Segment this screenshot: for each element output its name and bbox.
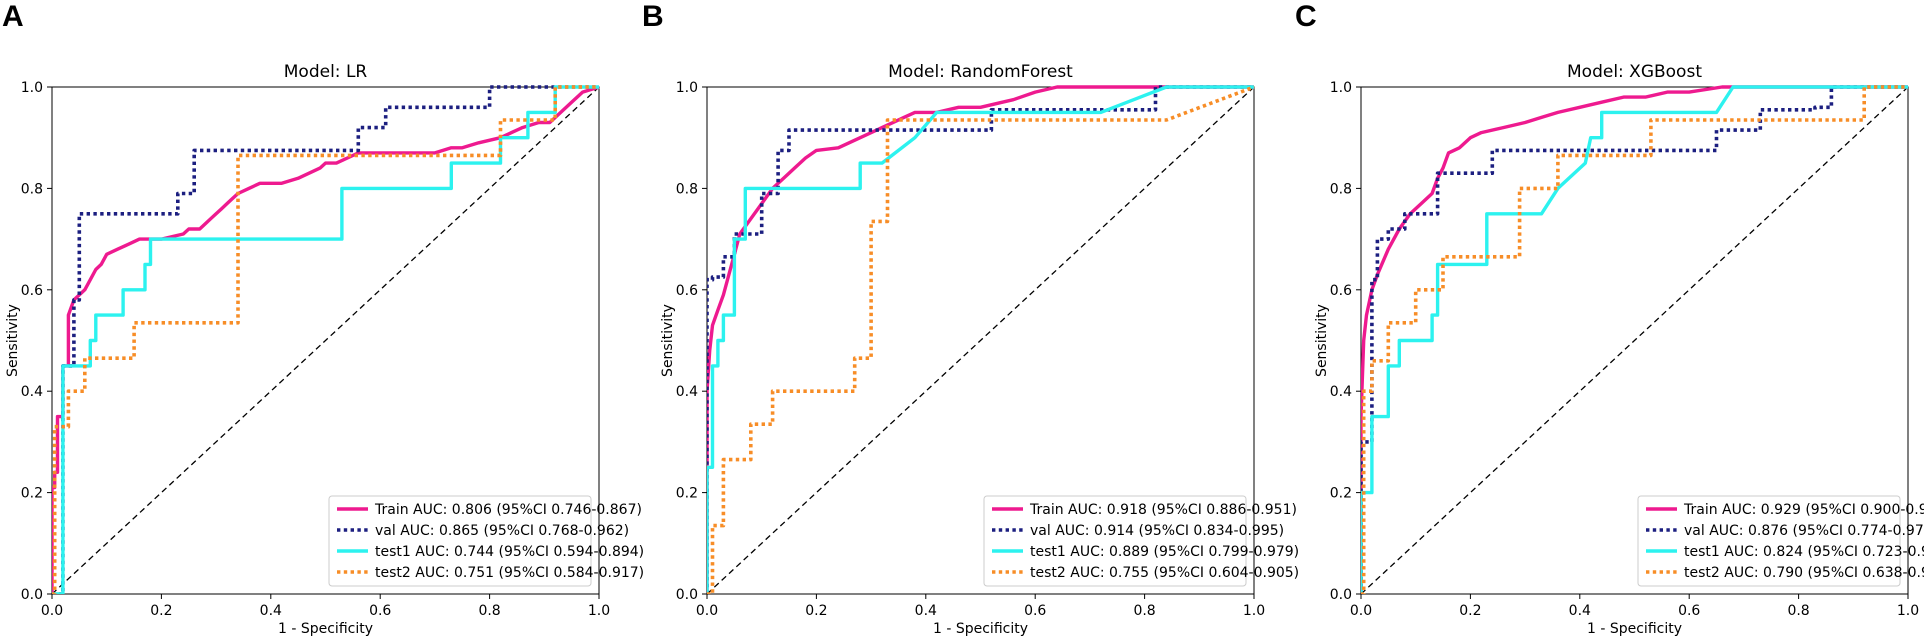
test1-legend-label: test1 AUC: 0.824 (95%CI 0.723-0.924) <box>1684 544 1924 560</box>
x-tick-label: 1.0 <box>1897 603 1919 619</box>
val-legend-label: val AUC: 0.914 (95%CI 0.834-0.995) <box>1030 523 1284 539</box>
y-tick-label: 0.0 <box>21 587 43 603</box>
y-axis-label: Sensitivity <box>660 304 676 377</box>
train-roc-curve <box>52 85 600 594</box>
test2-legend-label: test2 AUC: 0.751 (95%CI 0.584-0.917) <box>375 565 644 581</box>
y-tick-label: 1.0 <box>676 80 698 96</box>
val-legend-label: val AUC: 0.865 (95%CI 0.768-0.962) <box>375 523 629 539</box>
x-tick-label: 0.2 <box>150 603 172 619</box>
y-tick-label: 0.0 <box>676 587 698 603</box>
y-tick-label: 0.6 <box>1330 283 1352 299</box>
test2-legend-label: test2 AUC: 0.755 (95%CI 0.604-0.905) <box>1030 565 1299 581</box>
legend: Train AUC: 0.929 (95%CI 0.900-0.958) val … <box>1637 495 1924 587</box>
x-tick-label: 0.8 <box>1133 603 1155 619</box>
test1-roc-curve <box>707 85 1254 594</box>
val-roc-curve <box>1361 85 1908 594</box>
test1-roc-curve <box>1361 85 1908 594</box>
x-tick-label: 0.2 <box>805 603 827 619</box>
chart-title: Model: RandomForest <box>888 62 1073 82</box>
y-tick-label: 0.8 <box>1330 181 1352 197</box>
y-tick-label: 0.2 <box>676 486 698 502</box>
x-tick-label: 0.6 <box>369 603 391 619</box>
test2-legend-label: test2 AUC: 0.790 (95%CI 0.638-0.942) <box>1684 565 1924 581</box>
y-tick-label: 1.0 <box>1330 80 1352 96</box>
x-tick-label: 0.6 <box>1024 603 1046 619</box>
x-tick-label: 0.8 <box>478 603 500 619</box>
legend: Train AUC: 0.918 (95%CI 0.886-0.951) val … <box>983 495 1299 587</box>
y-tick-label: 0.4 <box>21 384 43 400</box>
roc-panel-b: B Model: RandomForest 0.0 0.2 0.4 0.6 0.8 1.0 0.… <box>642 0 1299 637</box>
x-tick-label: 0.8 <box>1787 603 1809 619</box>
chance-diagonal <box>51 86 600 595</box>
legend-box <box>1637 495 1901 587</box>
roc-panel-c: C Model: XGBoost 0.0 0.2 0.4 0.6 0.8 1.0 0.0 0.2 0… <box>1295 0 1924 637</box>
test1-legend-label: test1 AUC: 0.744 (95%CI 0.594-0.894) <box>375 544 644 560</box>
train-legend-label: Train AUC: 0.929 (95%CI 0.900-0.958) <box>1683 502 1924 518</box>
y-axis-label: Sensitivity <box>1314 304 1330 377</box>
test1-roc-curve <box>52 85 599 594</box>
y-tick-label: 0.8 <box>676 181 698 197</box>
x-tick-label: 0.4 <box>915 603 937 619</box>
y-tick-label: 0.8 <box>21 181 43 197</box>
curves <box>52 85 600 594</box>
x-tick-label: 0.6 <box>1678 603 1700 619</box>
x-tick-label: 0.0 <box>41 603 63 619</box>
y-tick-label: 0.6 <box>676 283 698 299</box>
val-roc-curve <box>707 85 1254 594</box>
chart-title: Model: XGBoost <box>1567 62 1702 82</box>
x-tick-label: 0.4 <box>260 603 282 619</box>
train-legend-label: Train AUC: 0.918 (95%CI 0.886-0.951) <box>1029 502 1297 518</box>
y-tick-label: 0.4 <box>1330 384 1352 400</box>
curves <box>707 85 1255 594</box>
roc-panel-a: A Model: LR 0.0 0.2 0.4 0.6 0.8 1.0 0.0 0.2 0.4 0.6… <box>2 0 644 637</box>
panel-letter: C <box>1295 0 1317 33</box>
x-tick-label: 1.0 <box>588 603 610 619</box>
x-tick-label: 1.0 <box>1243 603 1265 619</box>
chance-diagonal <box>1360 86 1909 595</box>
y-tick-label: 0.4 <box>676 384 698 400</box>
x-tick-label: 0.4 <box>1569 603 1591 619</box>
test2-roc-curve <box>52 85 599 594</box>
x-tick-label: 0.2 <box>1459 603 1481 619</box>
train-roc-curve <box>707 85 1254 594</box>
x-axis-label: 1 - Specificity <box>1587 621 1682 637</box>
legend-box <box>328 495 592 587</box>
x-axis-label: 1 - Specificity <box>933 621 1028 637</box>
y-tick-label: 0.2 <box>21 486 43 502</box>
x-axis-label: 1 - Specificity <box>278 621 373 637</box>
chance-diagonal <box>706 86 1255 595</box>
y-tick-label: 0.6 <box>21 283 43 299</box>
x-tick-label: 0.0 <box>1350 603 1372 619</box>
legend: Train AUC: 0.806 (95%CI 0.746-0.867) val … <box>328 495 644 587</box>
y-axis-label: Sensitivity <box>5 304 21 377</box>
x-tick-label: 0.0 <box>696 603 718 619</box>
panel-letter: B <box>642 0 664 33</box>
panel-letter: A <box>2 0 24 33</box>
y-tick-label: 0.0 <box>1330 587 1352 603</box>
y-tick-label: 0.2 <box>1330 486 1352 502</box>
train-legend-label: Train AUC: 0.806 (95%CI 0.746-0.867) <box>374 502 642 518</box>
y-tick-label: 1.0 <box>21 80 43 96</box>
val-legend-label: val AUC: 0.876 (95%CI 0.774-0.978) <box>1684 523 1924 539</box>
curves <box>1361 85 1908 594</box>
chart-title: Model: LR <box>284 62 368 82</box>
legend-box <box>983 495 1247 587</box>
test2-roc-curve <box>707 85 1255 594</box>
test1-legend-label: test1 AUC: 0.889 (95%CI 0.799-0.979) <box>1030 544 1299 560</box>
